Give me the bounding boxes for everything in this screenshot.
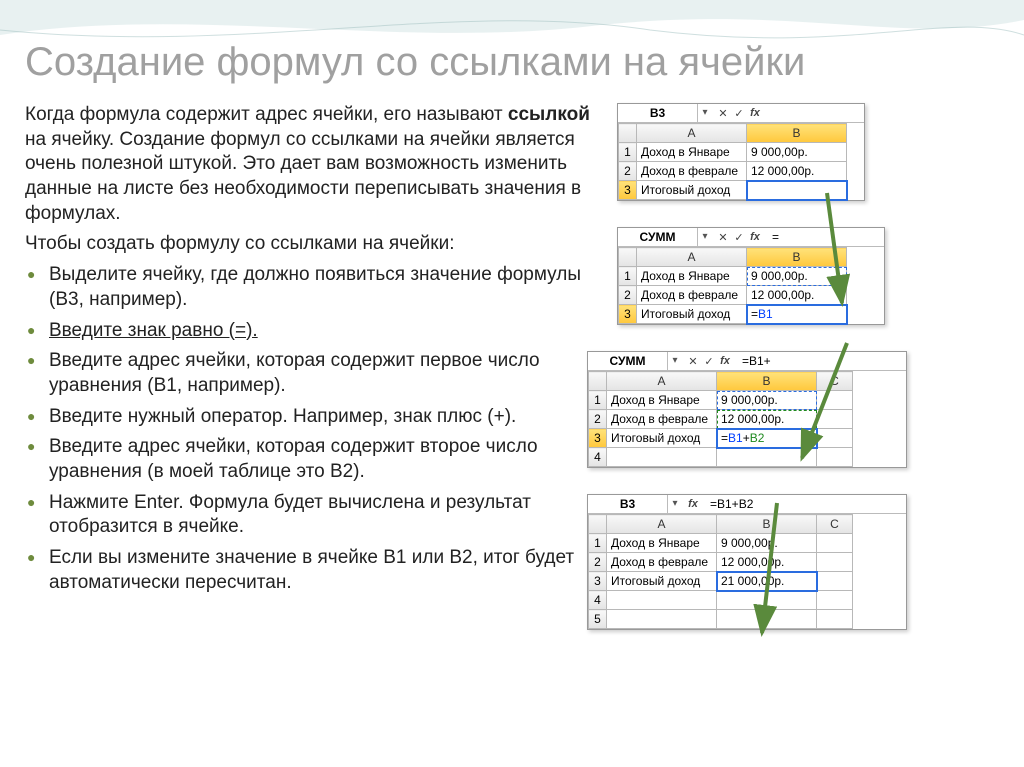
bullet-item: Нажмите Enter. Формула будет вычислена и… — [25, 491, 605, 540]
screenshots-column: B3 ▾ ✕ ✓ fx AB 1Доход в Январе9 000,00р.… — [617, 103, 999, 656]
cancel-icon[interactable]: ✕ — [686, 355, 700, 368]
formula-bar[interactable]: = — [766, 228, 884, 246]
formula-bar-buttons[interactable]: ✕ ✓ fx — [712, 228, 766, 246]
name-box[interactable]: B3 — [588, 495, 668, 513]
formula-bar[interactable] — [766, 104, 864, 122]
intro-paragraph: Когда формула содержит адрес ячейки, его… — [25, 103, 605, 226]
fx-icon[interactable]: fx — [748, 231, 762, 243]
enter-icon[interactable]: ✓ — [702, 355, 716, 368]
namebox-dropdown-icon[interactable]: ▾ — [698, 104, 712, 122]
formula-bar[interactable]: =B1+ — [736, 352, 906, 370]
bullet-item: Введите нужный оператор. Например, знак … — [25, 405, 605, 430]
namebox-dropdown-icon[interactable]: ▾ — [698, 228, 712, 246]
name-box[interactable]: СУММ — [618, 228, 698, 246]
grid[interactable]: ABC 1Доход в Январе9 000,00р. 2Доход в ф… — [588, 514, 853, 629]
bullet-item: Введите знак равно (=). — [25, 319, 605, 344]
formula-bar[interactable]: =B1+B2 — [704, 495, 906, 513]
bullet-item: Если вы измените значение в ячейке B1 ил… — [25, 546, 605, 595]
page-title: Создание формул со ссылками на ячейки — [25, 40, 999, 85]
formula-bar-buttons[interactable]: ✕ ✓ fx — [712, 104, 766, 122]
text-column: Когда формула содержит адрес ячейки, его… — [25, 103, 605, 656]
excel-snippet-3: СУММ ▾ ✕ ✓ fx =B1+ ABC 1Доход в Январе9 … — [587, 351, 907, 468]
intro-line-2: Чтобы создать формулу со ссылками на яче… — [25, 232, 605, 257]
content-row: Когда формула содержит адрес ячейки, его… — [25, 103, 999, 656]
namebox-dropdown-icon[interactable]: ▾ — [668, 352, 682, 370]
grid[interactable]: ABC 1Доход в Январе9 000,00р. 2Доход в ф… — [588, 371, 853, 467]
excel-snippet-4: B3 ▾ fx =B1+B2 ABC 1Доход в Январе9 000,… — [587, 494, 907, 630]
formula-bar-buttons[interactable]: ✕ ✓ fx — [682, 352, 736, 370]
cancel-icon[interactable]: ✕ — [716, 107, 730, 120]
name-box[interactable]: СУММ — [588, 352, 668, 370]
enter-icon[interactable]: ✓ — [732, 231, 746, 244]
formula-bar-buttons[interactable]: fx — [682, 495, 704, 513]
namebox-dropdown-icon[interactable]: ▾ — [668, 495, 682, 513]
name-box[interactable]: B3 — [618, 104, 698, 122]
bullet-list: Выделите ячейку, где должно появиться зн… — [25, 263, 605, 595]
fx-icon[interactable]: fx — [748, 107, 762, 119]
bullet-item: Выделите ячейку, где должно появиться зн… — [25, 263, 605, 312]
grid[interactable]: AB 1Доход в Январе9 000,00р. 2Доход в фе… — [618, 247, 847, 324]
enter-icon[interactable]: ✓ — [732, 107, 746, 120]
fx-icon[interactable]: fx — [718, 355, 732, 367]
cancel-icon[interactable]: ✕ — [716, 231, 730, 244]
fx-icon[interactable]: fx — [686, 498, 700, 510]
slide: Создание формул со ссылками на ячейки Ко… — [0, 0, 1024, 767]
bullet-item: Введите адрес ячейки, которая содержит в… — [25, 435, 605, 484]
excel-snippet-1: B3 ▾ ✕ ✓ fx AB 1Доход в Январе9 000,00р.… — [617, 103, 865, 201]
excel-snippet-2: СУММ ▾ ✕ ✓ fx = AB 1Доход в Январе9 000,… — [617, 227, 885, 325]
bullet-item: Введите адрес ячейки, которая содержит п… — [25, 349, 605, 398]
grid[interactable]: AB 1Доход в Январе9 000,00р. 2Доход в фе… — [618, 123, 847, 200]
